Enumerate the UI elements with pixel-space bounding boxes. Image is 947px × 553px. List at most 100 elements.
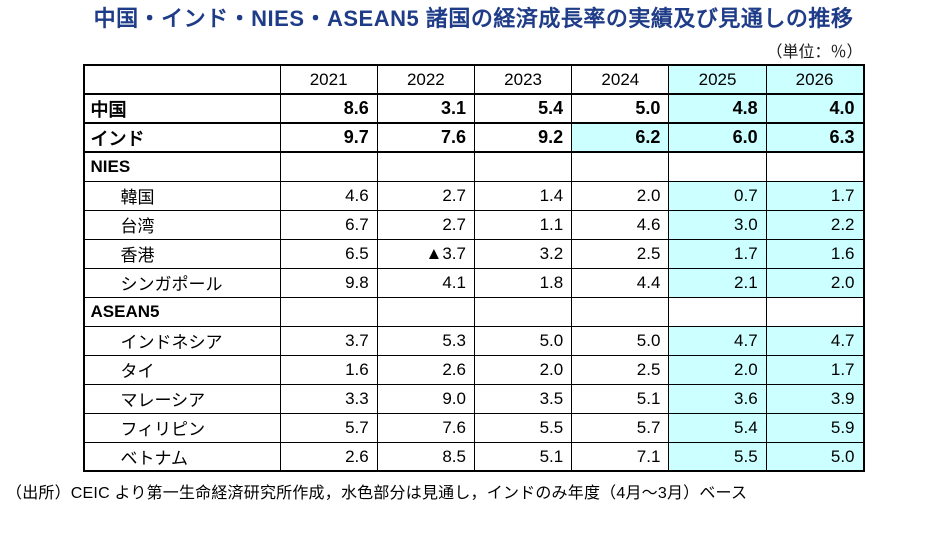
cell-empty bbox=[765, 296, 865, 327]
cell-empty bbox=[765, 151, 865, 182]
cell-empty bbox=[473, 296, 573, 327]
cell-value: 1.1 bbox=[473, 209, 573, 240]
year-header: 2023 bbox=[473, 64, 573, 96]
table-row-indonesia: インドネシア 3.7 5.3 5.0 5.0 4.7 4.7 bbox=[83, 325, 865, 356]
row-label: インド bbox=[83, 122, 281, 154]
cell-value-forecast: 1.6 bbox=[765, 238, 865, 269]
cell-value-forecast: 6.3 bbox=[765, 122, 865, 154]
cell-value-forecast: 2.1 bbox=[668, 267, 767, 298]
cell-value: 4.1 bbox=[376, 267, 475, 298]
cell-value: 5.1 bbox=[473, 441, 573, 472]
group-label: NIES bbox=[83, 151, 281, 182]
cell-value: 7.6 bbox=[376, 412, 475, 443]
cell-value-forecast: 6.2 bbox=[571, 122, 670, 154]
cell-value-forecast: 5.9 bbox=[765, 412, 865, 443]
cell-value: 5.5 bbox=[473, 412, 573, 443]
cell-value: 5.0 bbox=[571, 93, 670, 125]
cell-value: 1.4 bbox=[473, 180, 573, 211]
table-row-philippines: フィリピン 5.7 7.6 5.5 5.7 5.4 5.9 bbox=[83, 412, 865, 443]
table-row-vietnam: ベトナム 2.6 8.5 5.1 7.1 5.5 5.0 bbox=[83, 441, 865, 472]
year-header: 2022 bbox=[376, 64, 475, 96]
cell-value: 5.0 bbox=[571, 325, 670, 356]
cell-empty bbox=[668, 296, 767, 327]
cell-value: 7.6 bbox=[376, 122, 475, 154]
cell-value-forecast: 4.7 bbox=[765, 325, 865, 356]
cell-value: 8.5 bbox=[376, 441, 475, 472]
cell-value: 5.0 bbox=[473, 325, 573, 356]
table-row-thailand: タイ 1.6 2.6 2.0 2.5 2.0 1.7 bbox=[83, 354, 865, 385]
row-label: 韓国 bbox=[83, 180, 281, 211]
row-label: インドネシア bbox=[83, 325, 281, 356]
cell-value: 2.7 bbox=[376, 180, 475, 211]
cell-value: 5.7 bbox=[279, 412, 378, 443]
cell-value-forecast: 1.7 bbox=[668, 238, 767, 269]
cell-value: 5.1 bbox=[571, 383, 670, 414]
cell-value: 5.7 bbox=[571, 412, 670, 443]
table-row-singapore: シンガポール 9.8 4.1 1.8 4.4 2.1 2.0 bbox=[83, 267, 865, 298]
cell-empty bbox=[376, 151, 475, 182]
cell-value: 4.6 bbox=[571, 209, 670, 240]
cell-value: 5.4 bbox=[473, 93, 573, 125]
cell-value: 8.6 bbox=[279, 93, 378, 125]
year-header-forecast: 2025 bbox=[668, 64, 767, 96]
cell-value-forecast: 5.4 bbox=[668, 412, 767, 443]
cell-value: 6.5 bbox=[279, 238, 378, 269]
row-label: ベトナム bbox=[83, 441, 281, 472]
cell-value: 2.0 bbox=[571, 180, 670, 211]
cell-value: 7.1 bbox=[571, 441, 670, 472]
unit-label: （単位：％） bbox=[766, 44, 863, 62]
page-title: 中国・インド・NIES・ASEAN5 諸国の経済成長率の実績及び見通しの推移 bbox=[93, 6, 854, 31]
cell-value-forecast: 2.0 bbox=[668, 354, 767, 385]
table-row-nies-group: NIES bbox=[83, 151, 865, 182]
table-row-asean5-group: ASEAN5 bbox=[83, 296, 865, 327]
corner-cell bbox=[83, 64, 281, 96]
cell-value: 4.6 bbox=[279, 180, 378, 211]
cell-empty bbox=[473, 151, 573, 182]
year-header: 2021 bbox=[279, 64, 378, 96]
cell-value: 2.5 bbox=[571, 238, 670, 269]
cell-value-forecast: 6.0 bbox=[668, 122, 767, 154]
table-row-china: 中国 8.6 3.1 5.4 5.0 4.8 4.0 bbox=[83, 93, 865, 125]
cell-value: 3.5 bbox=[473, 383, 573, 414]
cell-value: 2.6 bbox=[376, 354, 475, 385]
table-row-malaysia: マレーシア 3.3 9.0 3.5 5.1 3.6 3.9 bbox=[83, 383, 865, 414]
cell-value-forecast: 1.7 bbox=[765, 180, 865, 211]
cell-value-forecast: 3.9 bbox=[765, 383, 865, 414]
cell-empty bbox=[279, 151, 378, 182]
cell-value: 5.3 bbox=[376, 325, 475, 356]
cell-empty bbox=[376, 296, 475, 327]
cell-value-forecast: 4.7 bbox=[668, 325, 767, 356]
cell-value: 2.0 bbox=[473, 354, 573, 385]
cell-value: 4.4 bbox=[571, 267, 670, 298]
cell-value: 2.7 bbox=[376, 209, 475, 240]
source-footnote: （出所）CEIC より第一生命経済研究所作成，水色部分は見通し，インドのみ年度（… bbox=[6, 485, 748, 503]
row-label: 香港 bbox=[83, 238, 281, 269]
growth-rate-table: 2021 2022 2023 2024 2025 2026 中国 8.6 3.1… bbox=[82, 64, 865, 473]
cell-value-forecast: 1.7 bbox=[765, 354, 865, 385]
cell-value: 9.0 bbox=[376, 383, 475, 414]
cell-value: 3.1 bbox=[376, 93, 475, 125]
row-label: 中国 bbox=[83, 93, 281, 125]
year-header-forecast: 2026 bbox=[765, 64, 865, 96]
cell-value-forecast: 3.0 bbox=[668, 209, 767, 240]
table-row-india: インド 9.7 7.6 9.2 6.2 6.0 6.3 bbox=[83, 122, 865, 154]
cell-value: 9.8 bbox=[279, 267, 378, 298]
cell-value: 1.8 bbox=[473, 267, 573, 298]
cell-value-forecast: 2.2 bbox=[765, 209, 865, 240]
cell-empty bbox=[571, 151, 670, 182]
cell-empty bbox=[571, 296, 670, 327]
cell-value: 2.5 bbox=[571, 354, 670, 385]
cell-value: 3.2 bbox=[473, 238, 573, 269]
row-label: シンガポール bbox=[83, 267, 281, 298]
cell-empty bbox=[668, 151, 767, 182]
cell-value-forecast: 5.0 bbox=[765, 441, 865, 472]
cell-value: ▲3.7 bbox=[376, 238, 475, 269]
row-label: タイ bbox=[83, 354, 281, 385]
cell-value-forecast: 3.6 bbox=[668, 383, 767, 414]
cell-value: 3.3 bbox=[279, 383, 378, 414]
row-label: マレーシア bbox=[83, 383, 281, 414]
group-label: ASEAN5 bbox=[83, 296, 281, 327]
table-row-hongkong: 香港 6.5 ▲3.7 3.2 2.5 1.7 1.6 bbox=[83, 238, 865, 269]
row-label: フィリピン bbox=[83, 412, 281, 443]
